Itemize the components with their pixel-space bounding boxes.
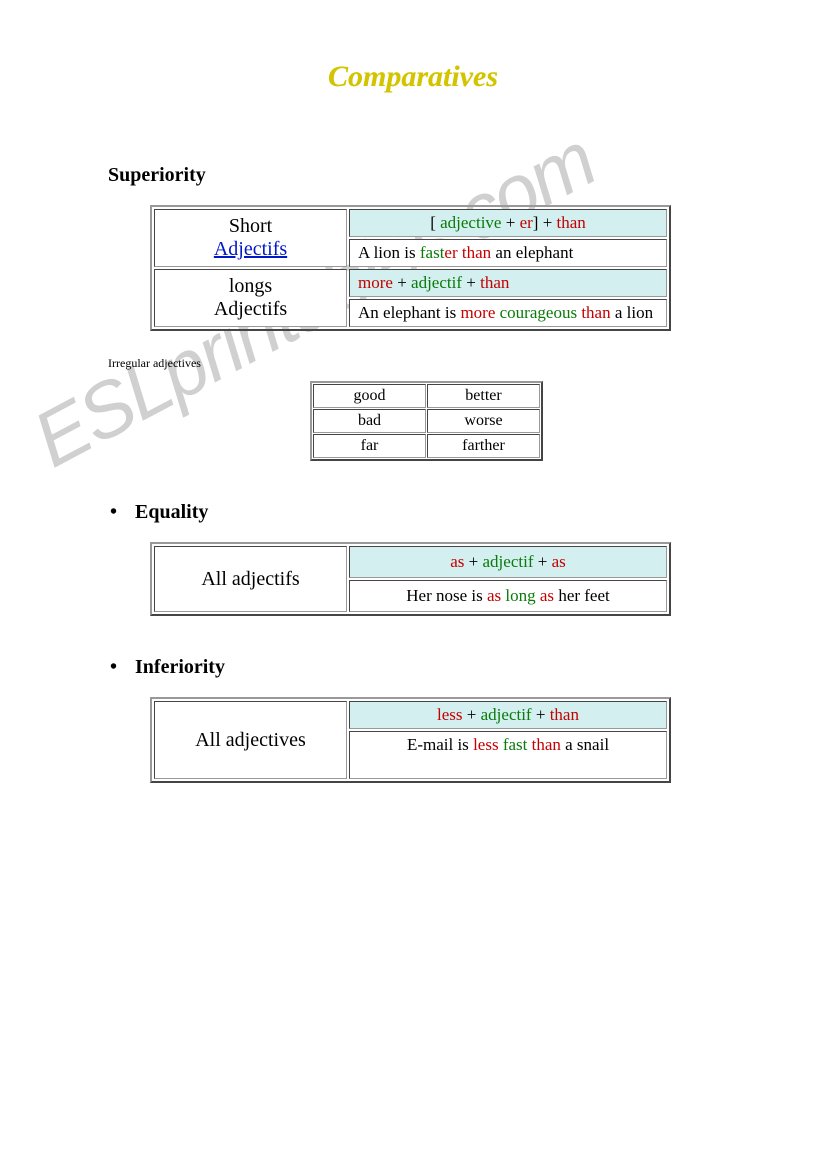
long-formula: more + adjectif + than xyxy=(349,269,667,297)
superiority-heading: Superiority xyxy=(108,164,746,187)
inferiority-heading: Inferiority xyxy=(135,656,746,679)
inferiority-example: E-mail is less fast than a snail xyxy=(349,731,667,779)
inferiority-formula: less + adjectif + than xyxy=(349,701,667,729)
equality-left: All adjectifs xyxy=(154,546,347,612)
short-example: A lion is faster than an elephant xyxy=(349,239,667,267)
irregular-label: Irregular adjectives xyxy=(108,356,746,371)
equality-table: All adjectifs as + adjectif + as Her nos… xyxy=(150,542,671,616)
long-label-line1: longs xyxy=(229,275,272,297)
inferiority-table: All adjectives less + adjectif + than E-… xyxy=(150,697,671,783)
table-row: far farther xyxy=(313,434,540,458)
equality-formula: as + adjectif + as xyxy=(349,546,667,578)
adjectifs-link[interactable]: Adjectifs xyxy=(214,238,287,260)
inferiority-left: All adjectives xyxy=(154,701,347,779)
irreg-cell: good xyxy=(313,384,426,408)
irreg-cell: better xyxy=(427,384,540,408)
irreg-cell: bad xyxy=(313,409,426,433)
table-row: good better xyxy=(313,384,540,408)
irregular-table: good better bad worse far farther xyxy=(310,381,543,461)
equality-example: Her nose is as long as her feet xyxy=(349,580,667,612)
superiority-table: Short Adjectifs [ adjective + er] + than… xyxy=(150,205,671,331)
equality-heading: Equality xyxy=(135,501,746,524)
irreg-cell: worse xyxy=(427,409,540,433)
long-adj-label: longs Adjectifs xyxy=(154,269,347,327)
short-label-line1: Short xyxy=(229,215,272,237)
table-row: bad worse xyxy=(313,409,540,433)
irreg-cell: farther xyxy=(427,434,540,458)
long-label-line2: Adjectifs xyxy=(214,298,287,320)
page-title: Comparatives xyxy=(80,60,746,94)
long-example: An elephant is more courageous than a li… xyxy=(349,299,667,327)
short-adj-label: Short Adjectifs xyxy=(154,209,347,267)
short-formula: [ adjective + er] + than xyxy=(349,209,667,237)
irreg-cell: far xyxy=(313,434,426,458)
